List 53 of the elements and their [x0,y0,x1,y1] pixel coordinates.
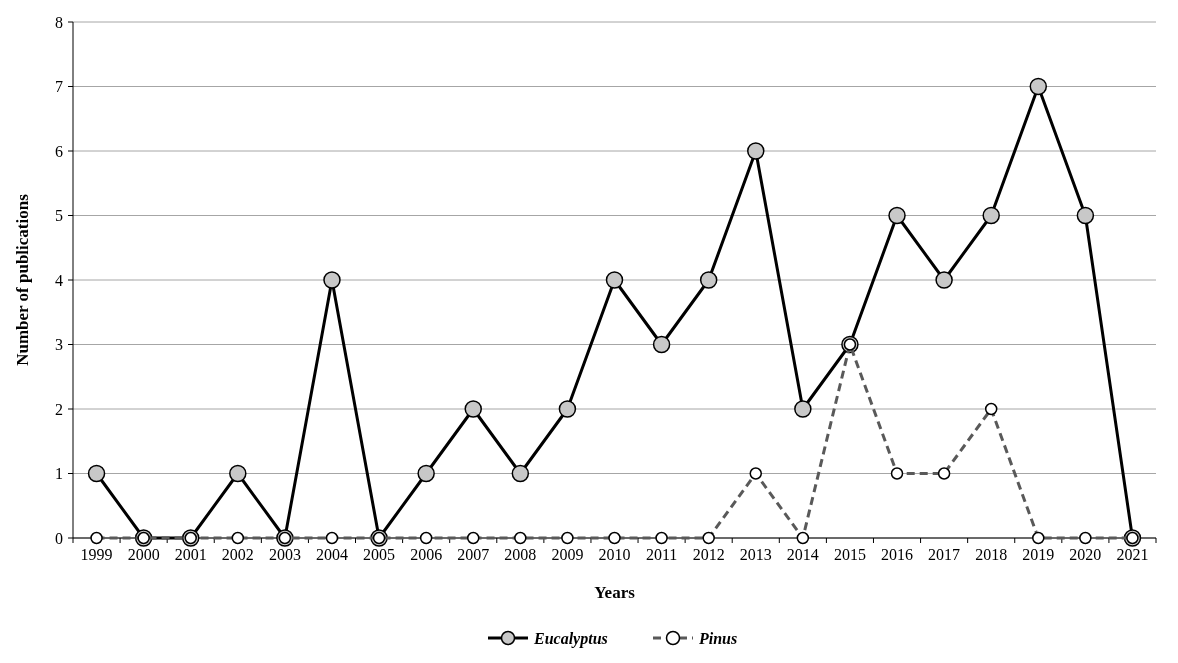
x-tick-label: 2011 [645,546,678,563]
point [747,142,765,160]
x-tick-label: 2012 [692,546,725,563]
legend-label: Eucalyptus [533,629,608,648]
x-tick-label: 2020 [1069,546,1102,563]
y-tick-label: 1 [55,465,63,483]
y-tick-label: 7 [55,78,63,96]
x-tick-label: 2000 [127,546,160,563]
point [511,464,530,483]
x-tick-label: 2007 [457,546,490,563]
x-tick-label: 2017 [928,546,961,563]
point [1076,206,1095,225]
x-tick-label: 2014 [786,546,819,563]
x-tick-label: 2005 [363,546,396,563]
point [417,464,435,483]
point [699,271,718,289]
x-tick-label: 2010 [598,546,631,563]
y-axis-title: Number of publications [13,193,32,366]
point [652,335,671,354]
legend-label: Pinus [698,629,738,647]
point [229,464,247,483]
x-tick-label: 1999 [80,546,113,563]
x-tick-label: 2013 [739,546,772,563]
x-tick-label: 2015 [833,546,866,563]
x-tick-label: 2002 [221,546,254,563]
point [87,464,106,483]
y-tick-label: 8 [55,13,63,31]
y-tick-label: 0 [55,529,63,547]
x-tick-label: 2001 [174,546,207,563]
point [794,400,812,418]
x-axis-title: Years [594,583,636,602]
x-tick-label: 2016 [881,546,914,563]
x-tick-label: 2021 [1116,546,1149,563]
point [982,206,1000,225]
x-tick-label: 2006 [410,546,443,563]
point [935,271,953,289]
x-tick-label: 2018 [975,546,1008,563]
y-tick-label: 4 [55,271,63,289]
y-tick-label: 5 [55,207,63,225]
x-tick-label: 2019 [1022,546,1055,563]
point [558,400,577,418]
point [464,400,482,418]
point [323,271,341,289]
point [888,206,906,225]
x-tick-label: 2004 [315,546,348,563]
y-tick-label: 6 [55,142,63,160]
point [1029,77,1048,96]
point [605,271,624,289]
x-tick-label: 2008 [504,546,537,563]
y-tick-label: 2 [55,400,63,418]
x-tick-label: 2009 [551,546,584,563]
y-tick-label: 3 [55,336,63,354]
x-tick-label: 2003 [268,546,301,563]
